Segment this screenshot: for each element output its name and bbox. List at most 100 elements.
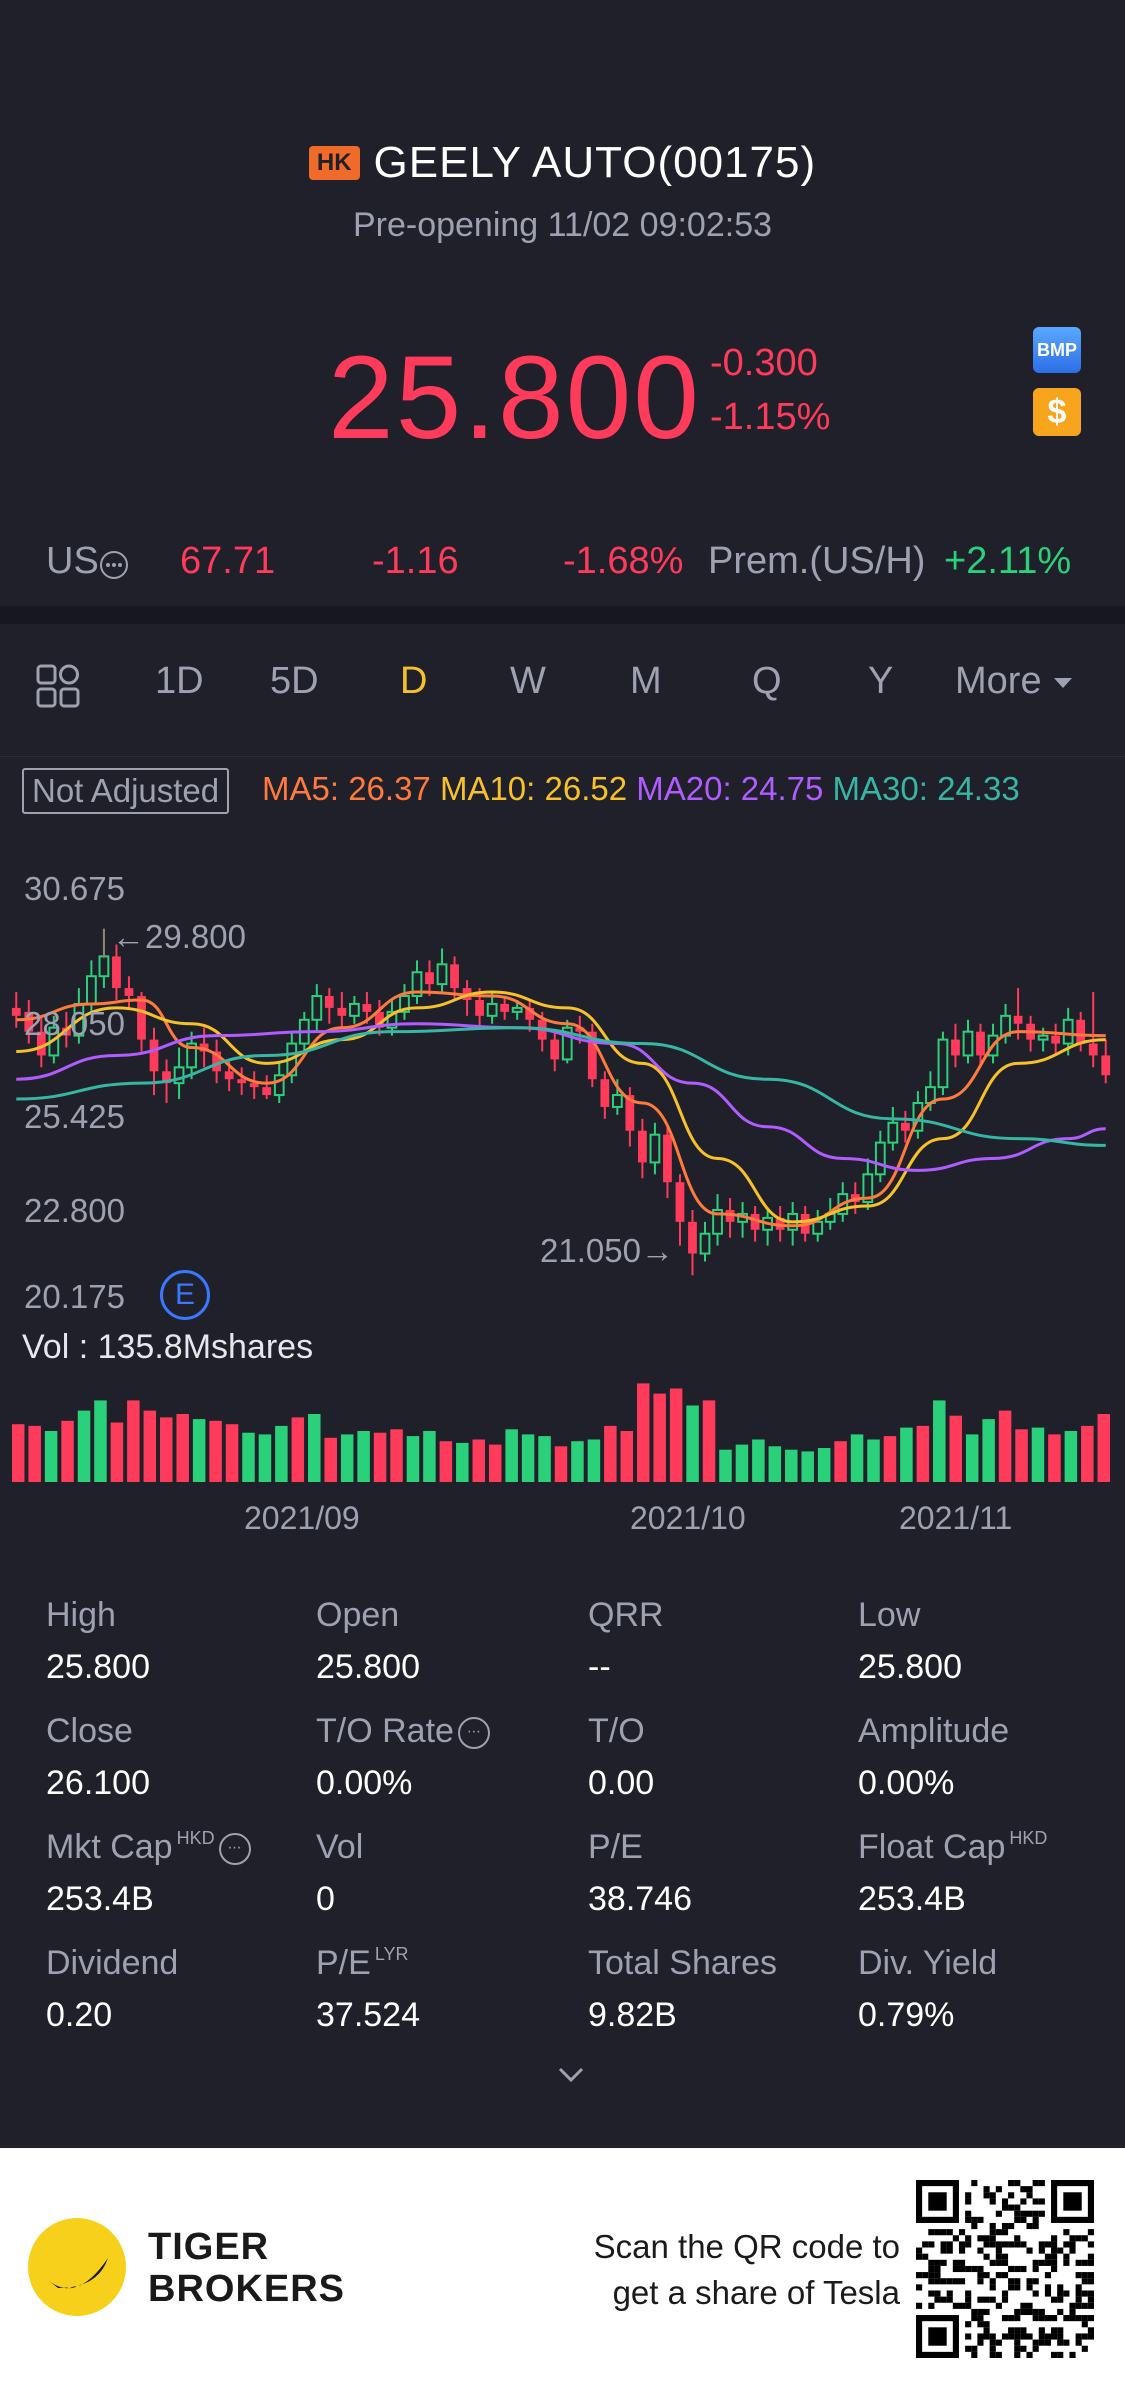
layout-grid-icon[interactable] [34, 662, 82, 720]
tab-5d[interactable]: 5D [270, 660, 319, 702]
candle [311, 984, 323, 1032]
stat-label-text: P/E [588, 1828, 643, 1866]
stat-label: P/E [588, 1828, 643, 1867]
candle [1101, 1039, 1111, 1084]
volume-bar [1064, 1431, 1078, 1482]
candle [600, 1071, 610, 1119]
stat-value: 253.4B [858, 1880, 966, 1918]
adjust-toggle[interactable]: Not Adjusted [22, 768, 230, 814]
event-marker[interactable]: E [160, 1270, 210, 1320]
candle [1076, 1011, 1086, 1052]
chevron-down-icon[interactable] [556, 2060, 586, 2090]
volume-bar [258, 1434, 272, 1482]
candle [787, 1202, 799, 1246]
candle [262, 1075, 272, 1100]
tab-more[interactable]: More [955, 660, 1074, 703]
candle [737, 1202, 748, 1238]
volume-bar [636, 1383, 650, 1482]
more-icon[interactable] [98, 548, 130, 591]
candle [663, 1126, 672, 1199]
stat-label: Close [46, 1712, 133, 1751]
ma30-value: MA30: 24.33 [832, 770, 1020, 807]
candle [762, 1209, 774, 1246]
promo-text: get a share of Tesla [612, 2274, 900, 2311]
volume-bar [554, 1446, 568, 1482]
ma-legend: MA5: 26.37 MA10: 26.52 MA20: 24.75 MA30:… [262, 770, 1020, 808]
candle [237, 1067, 247, 1096]
y-tick-label: 25.425 [24, 1098, 125, 1135]
candle [375, 999, 384, 1036]
stat-label: T/O [588, 1712, 645, 1751]
volume-bar [883, 1436, 897, 1482]
stat-label: T/O Rate ⋯ [316, 1712, 490, 1751]
ma-line-ma20 [16, 1022, 1106, 1172]
x-tick-label: 2021/09 [244, 1500, 360, 1536]
tab-m[interactable]: M [630, 660, 662, 702]
volume-value: : 135.8Mshares [78, 1328, 314, 1366]
candle [675, 1174, 685, 1246]
volume-bar [44, 1431, 58, 1482]
brand-name: BROKERS [148, 2268, 346, 2310]
more-info-icon[interactable]: ⋯ [218, 1833, 251, 1866]
stat-value: 0.00 [588, 1764, 655, 1802]
high-marker-value: 29.800 [145, 918, 246, 955]
candle [561, 1019, 573, 1064]
promo-text: Scan the QR code to [593, 2228, 900, 2265]
volume-bar [916, 1425, 930, 1482]
volume-bar [28, 1425, 41, 1482]
stat-value: 0.00% [316, 1764, 413, 1802]
volume-bar [669, 1388, 683, 1482]
tab-y[interactable]: Y [868, 660, 894, 702]
tab-d[interactable]: D [400, 660, 428, 702]
candle [411, 960, 423, 1004]
candle [725, 1198, 735, 1238]
ma5-value: MA5: 26.37 [262, 770, 431, 807]
stat-value: 0.79% [858, 1996, 955, 2034]
stat-label: Amplitude [858, 1712, 1009, 1751]
candle [399, 984, 410, 1020]
stat-label: Vol [316, 1828, 363, 1867]
volume-bar [620, 1431, 634, 1482]
volume-bar [61, 1420, 74, 1482]
candle [1088, 992, 1098, 1068]
volume-bar [817, 1448, 831, 1482]
candle [462, 980, 472, 1016]
stat-label-text: Dividend [46, 1944, 179, 1982]
stat-value: 25.800 [858, 1648, 962, 1686]
stat-label-text: Vol [316, 1828, 364, 1866]
dollar-icon[interactable]: $ [1033, 388, 1081, 436]
tab-q[interactable]: Q [752, 660, 782, 702]
high-marker: ←29.800 [112, 918, 246, 956]
candle [24, 999, 34, 1044]
stat-value: 0 [316, 1880, 335, 1918]
qr-code[interactable] [916, 2180, 1094, 2358]
tab-w[interactable]: W [510, 660, 546, 702]
ma-line-ma30 [16, 1026, 1106, 1147]
volume-bar [686, 1405, 699, 1482]
tab-1d[interactable]: 1D [155, 660, 204, 702]
stat-value: -- [588, 1648, 611, 1686]
volume-bar [949, 1415, 962, 1482]
volume-bar [472, 1439, 486, 1482]
stat-value: 25.800 [46, 1648, 150, 1686]
brand-name: TIGER [148, 2226, 270, 2268]
candle [550, 1031, 560, 1072]
more-info-icon[interactable]: ⋯ [457, 1717, 490, 1750]
bmp-icon[interactable]: BMP [1033, 327, 1081, 373]
volume-bar [801, 1451, 814, 1482]
candle [887, 1106, 899, 1151]
stat-value: 0.20 [46, 1996, 113, 2034]
period-tabs: 1D 5D D W M Q Y More [0, 660, 1125, 730]
stat-value: 26.100 [46, 1764, 150, 1802]
volume-bar [176, 1414, 189, 1482]
stat-label-text: Low [858, 1596, 921, 1634]
volume-bar [423, 1431, 436, 1482]
candle [951, 1023, 960, 1068]
volume-bar [1031, 1427, 1045, 1482]
kline-chart[interactable] [0, 850, 1125, 1490]
stat-label: Low [858, 1596, 920, 1635]
volume-bar [521, 1434, 535, 1482]
volume-bar [834, 1441, 847, 1482]
candle [900, 1110, 910, 1143]
stat-label-text: Close [46, 1712, 133, 1750]
